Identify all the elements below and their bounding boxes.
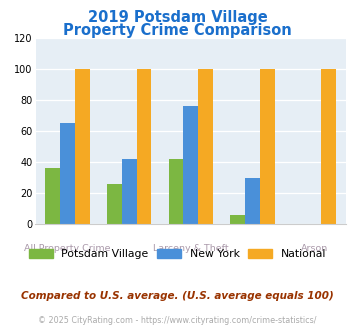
Bar [137, 69, 151, 224]
Bar [75, 69, 90, 224]
Text: Compared to U.S. average. (U.S. average equals 100): Compared to U.S. average. (U.S. average … [21, 291, 334, 301]
Bar [45, 168, 60, 224]
Text: © 2025 CityRating.com - https://www.cityrating.com/crime-statistics/: © 2025 CityRating.com - https://www.city… [38, 316, 317, 325]
Bar [107, 184, 122, 224]
Text: Arson: Arson [300, 244, 328, 253]
Bar [184, 106, 198, 224]
Bar [198, 69, 213, 224]
Bar [122, 159, 137, 224]
Text: Larceny & Theft: Larceny & Theft [153, 244, 229, 253]
Legend: Potsdam Village, New York, National: Potsdam Village, New York, National [24, 244, 331, 264]
Bar [169, 159, 184, 224]
Text: Property Crime Comparison: Property Crime Comparison [63, 23, 292, 38]
Bar [322, 69, 336, 224]
Bar [245, 178, 260, 224]
Bar [260, 69, 275, 224]
Text: 2019 Potsdam Village: 2019 Potsdam Village [88, 10, 267, 25]
Bar [230, 215, 245, 224]
Bar [60, 123, 75, 224]
Text: All Property Crime: All Property Crime [24, 244, 111, 253]
